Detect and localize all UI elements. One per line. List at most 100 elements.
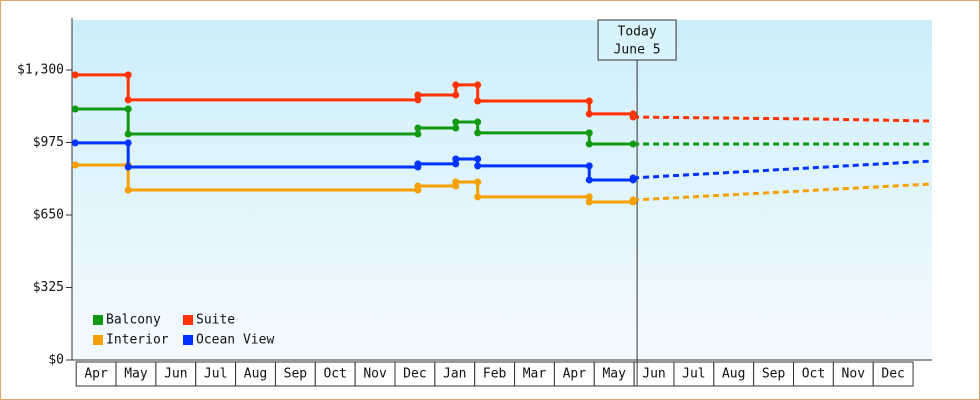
y-tick-label: $975 [33, 135, 64, 150]
point [629, 113, 637, 121]
point [414, 124, 422, 132]
point [585, 176, 593, 184]
month-cell [633, 361, 675, 387]
point [452, 124, 460, 132]
point [585, 97, 593, 105]
point [474, 81, 482, 89]
point [124, 139, 132, 147]
legend-label: Balcony [106, 313, 161, 328]
month-cell [753, 361, 795, 387]
x-tick-label: Sep [762, 367, 786, 382]
point [474, 193, 482, 201]
x-tick-label: Apr [563, 367, 587, 382]
point [629, 174, 637, 182]
x-tick-label: Nov [842, 367, 866, 382]
point [452, 118, 460, 126]
month-cell [793, 361, 834, 387]
legend-label: Interior [106, 333, 169, 348]
month-cell [195, 361, 237, 387]
x-tick-label: Mar [523, 367, 547, 382]
point [71, 161, 79, 169]
point [474, 178, 482, 186]
month-cell [832, 361, 874, 387]
point [452, 91, 460, 99]
x-tick-label: Oct [802, 367, 825, 382]
month-cell [274, 361, 316, 387]
x-tick-label: Sep [284, 367, 308, 382]
point [71, 139, 79, 147]
point [629, 140, 637, 148]
today-label: June 5 [614, 43, 661, 58]
point [585, 198, 593, 206]
month-cell [434, 361, 476, 387]
point [585, 140, 593, 148]
point [414, 130, 422, 138]
point [414, 160, 422, 168]
x-tick-label: Jun [642, 367, 665, 382]
point [414, 91, 422, 99]
point [474, 97, 482, 105]
month-cell [115, 361, 157, 387]
point [585, 162, 593, 170]
x-tick-label: Dec [403, 367, 426, 382]
month-cell [235, 361, 276, 387]
y-tick-label: $325 [33, 280, 64, 295]
point [452, 81, 460, 89]
x-tick-label: Dec [881, 367, 904, 382]
x-tick-label: Jul [682, 367, 705, 382]
point [585, 110, 593, 118]
month-cell [394, 361, 436, 387]
point [585, 129, 593, 137]
today-label: Today [618, 25, 657, 40]
point [124, 163, 132, 171]
month-cell [872, 361, 914, 387]
forecast-line [633, 115, 933, 123]
y-tick-label: $650 [33, 207, 64, 222]
point [124, 96, 132, 104]
x-tick-label: Jul [204, 367, 227, 382]
month-cell [314, 361, 356, 387]
y-tick-label: $1,300 [17, 62, 64, 77]
point [124, 130, 132, 138]
x-tick-label: Nov [363, 367, 387, 382]
legend-swatch [93, 335, 103, 345]
x-tick-label: Jan [443, 367, 466, 382]
month-cell [713, 361, 755, 387]
point [474, 118, 482, 126]
point [629, 196, 637, 204]
point [71, 71, 79, 79]
month-cell [354, 361, 396, 387]
point [414, 182, 422, 190]
month-cell [155, 361, 197, 387]
x-tick-label: May [602, 367, 626, 382]
month-cell [553, 361, 595, 387]
x-tick-label: Aug [722, 367, 745, 382]
month-cell [75, 361, 117, 387]
point [71, 105, 79, 113]
legend-swatch [183, 315, 193, 325]
month-cell [673, 361, 715, 387]
legend-swatch [93, 315, 103, 325]
x-tick-label: Feb [483, 367, 507, 382]
point [414, 96, 422, 104]
y-tick-label: $0 [48, 353, 64, 368]
point [474, 155, 482, 163]
legend-swatch [183, 335, 193, 345]
today-box [597, 19, 677, 61]
legend-label: Ocean View [196, 333, 274, 348]
month-cell [593, 361, 635, 387]
point [452, 155, 460, 163]
x-tick-label: Jun [164, 367, 187, 382]
point [452, 178, 460, 186]
point [124, 71, 132, 79]
x-tick-label: Aug [244, 367, 267, 382]
legend-label: Suite [196, 313, 235, 328]
point [474, 129, 482, 137]
point [585, 193, 593, 201]
x-tick-label: Oct [323, 367, 346, 382]
point [124, 186, 132, 194]
x-tick-label: Apr [84, 367, 108, 382]
x-tick-label: May [124, 367, 148, 382]
point [474, 162, 482, 170]
